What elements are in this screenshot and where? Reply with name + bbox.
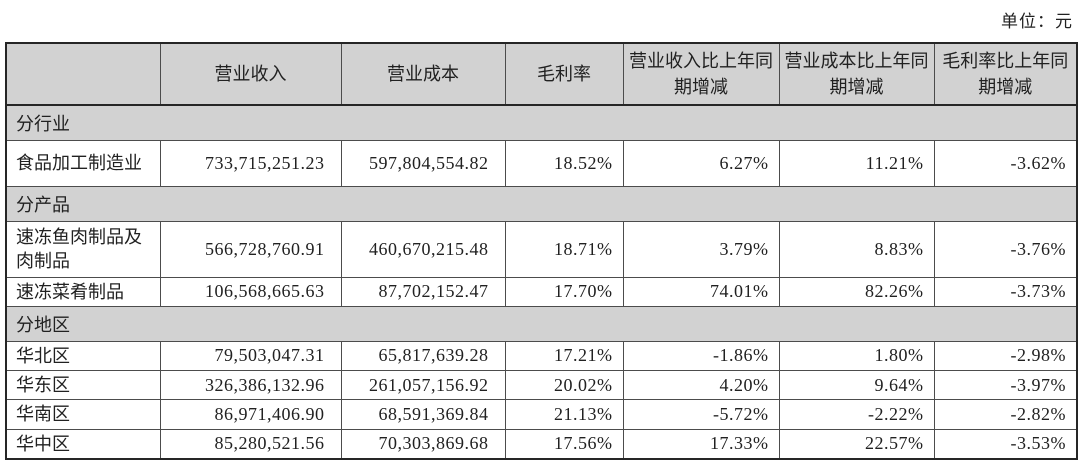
section-row: 分行业 — [5, 104, 1078, 141]
row-label-cell: 食品加工制造业 — [5, 139, 161, 187]
value-cell: -3.73% — [933, 276, 1078, 307]
value-cell: 3.79% — [622, 220, 780, 278]
col-header: 毛利率 — [504, 42, 624, 106]
data-row: 速冻菜肴制品 106,568,665.63 87,702,152.47 17.70% 7… — [5, 276, 1078, 307]
row-label-cell: 华中区 — [5, 428, 161, 460]
value-cell: -1.86% — [622, 340, 780, 372]
value-cell: 6.27% — [622, 139, 780, 187]
col-header: 毛利率比上年同期增减 — [933, 42, 1078, 106]
value-cell: 79,503,047.31 — [159, 340, 342, 372]
value-cell: 87,702,152.47 — [340, 276, 506, 307]
value-cell: 566,728,760.91 — [159, 220, 342, 278]
value-cell: 4.20% — [622, 370, 780, 401]
segment-financials-table: 营业收入 营业成本 毛利率 营业收入比上年同期增减 营业成本比上年同期增减 毛利率比上年同… — [5, 42, 1078, 460]
row-label-cell: 速冻菜肴制品 — [5, 276, 161, 307]
value-cell: 9.64% — [778, 370, 935, 401]
value-cell: 74.01% — [622, 276, 780, 307]
col-header: 营业成本 — [340, 42, 506, 106]
table-header-row: 营业收入 营业成本 毛利率 营业收入比上年同期增减 营业成本比上年同期增减 毛利率比上年同… — [5, 42, 1078, 106]
value-cell: 106,568,665.63 — [159, 276, 342, 307]
data-row: 华东区 326,386,132.96 261,057,156.92 20.02% 4.2… — [5, 370, 1078, 401]
value-cell: 20.02% — [504, 370, 624, 401]
value-cell: 85,280,521.56 — [159, 428, 342, 460]
value-cell: -3.97% — [933, 370, 1078, 401]
data-row: 华北区 79,503,047.31 65,817,639.28 17.21% -1.86… — [5, 340, 1078, 372]
value-cell: 17.70% — [504, 276, 624, 307]
row-label-cell: 华南区 — [5, 399, 161, 430]
data-row: 速冻鱼肉制品及肉制品 566,728,760.91 460,670,215.48 18… — [5, 220, 1078, 278]
table-header: 营业收入 营业成本 毛利率 营业收入比上年同期增减 营业成本比上年同期增减 毛利率比上年同… — [5, 42, 1078, 106]
value-cell: 68,591,369.84 — [340, 399, 506, 430]
value-cell: -3.62% — [933, 139, 1078, 187]
value-cell: 18.71% — [504, 220, 624, 278]
data-row: 华南区 86,971,406.90 68,591,369.84 21.13% -5.72… — [5, 399, 1078, 430]
value-cell: 22.57% — [778, 428, 935, 460]
value-cell: 11.21% — [778, 139, 935, 187]
value-cell: 326,386,132.96 — [159, 370, 342, 401]
row-label-cell: 华北区 — [5, 340, 161, 372]
value-cell: 17.21% — [504, 340, 624, 372]
section-label: 分行业 — [5, 104, 1078, 141]
data-row: 食品加工制造业 733,715,251.23 597,804,554.82 18.52… — [5, 139, 1078, 187]
value-cell: 70,303,869.68 — [340, 428, 506, 460]
unit-label: 单位：元 — [1001, 12, 1073, 31]
value-cell: -3.76% — [933, 220, 1078, 278]
value-cell: 65,817,639.28 — [340, 340, 506, 372]
value-cell: 82.26% — [778, 276, 935, 307]
value-cell: -2.98% — [933, 340, 1078, 372]
section-label: 分产品 — [5, 185, 1078, 222]
corner-header-cell — [5, 42, 161, 106]
value-cell: -2.22% — [778, 399, 935, 430]
value-cell: -5.72% — [622, 399, 780, 430]
value-cell: 17.33% — [622, 428, 780, 460]
section-row: 分产品 — [5, 185, 1078, 222]
col-header: 营业收入比上年同期增减 — [622, 42, 780, 106]
value-cell: 18.52% — [504, 139, 624, 187]
value-cell: 261,057,156.92 — [340, 370, 506, 401]
value-cell: 1.80% — [778, 340, 935, 372]
section-label: 分地区 — [5, 305, 1078, 342]
value-cell: 597,804,554.82 — [340, 139, 506, 187]
value-cell: 86,971,406.90 — [159, 399, 342, 430]
value-cell: -3.53% — [933, 428, 1078, 460]
row-label-cell: 华东区 — [5, 370, 161, 401]
table-body: 分行业 食品加工制造业 733,715,251.23 597,804,554.82 18… — [5, 104, 1078, 460]
value-cell: 21.13% — [504, 399, 624, 430]
value-cell: 8.83% — [778, 220, 935, 278]
row-label-cell: 速冻鱼肉制品及肉制品 — [5, 220, 161, 278]
value-cell: 460,670,215.48 — [340, 220, 506, 278]
col-header: 营业收入 — [159, 42, 342, 106]
section-row: 分地区 — [5, 305, 1078, 342]
data-row: 华中区 85,280,521.56 70,303,869.68 17.56% 17.33… — [5, 428, 1078, 460]
value-cell: -2.82% — [933, 399, 1078, 430]
value-cell: 733,715,251.23 — [159, 139, 342, 187]
value-cell: 17.56% — [504, 428, 624, 460]
col-header: 营业成本比上年同期增减 — [778, 42, 935, 106]
